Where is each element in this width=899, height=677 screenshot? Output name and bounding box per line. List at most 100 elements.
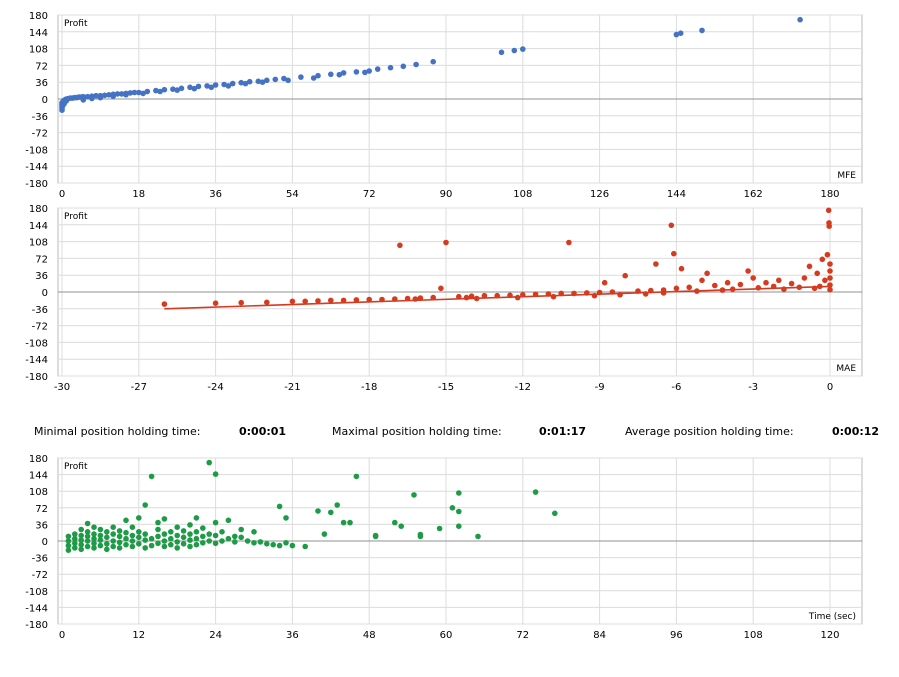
mae-point	[678, 265, 685, 272]
time-point	[91, 540, 97, 547]
time-point	[353, 473, 360, 480]
mae-point	[673, 285, 680, 292]
mae-point	[724, 279, 731, 286]
mae-point	[238, 299, 244, 306]
mae-point	[264, 299, 270, 306]
time-point	[65, 542, 72, 549]
mae-point	[366, 296, 373, 303]
time-point	[136, 534, 142, 541]
mfe-point	[161, 86, 168, 93]
mae-point	[750, 275, 756, 281]
mfe-point	[212, 82, 219, 88]
max-holding-time-value: 0:01:17	[539, 425, 587, 438]
time-point	[302, 543, 309, 550]
time-point	[161, 538, 168, 544]
time-point	[136, 515, 142, 521]
mae-point	[745, 268, 751, 274]
mfe-point	[63, 98, 70, 104]
mfe-point	[272, 76, 279, 83]
time-x-tick-label: 12	[132, 630, 145, 641]
time-axis-label: Time (sec)	[808, 612, 856, 622]
time-point	[91, 524, 97, 530]
mfe-point	[208, 84, 215, 91]
mfe-point	[677, 30, 684, 36]
mfe-point	[255, 78, 262, 85]
time-y-tick-label: 144	[29, 471, 48, 482]
mae-point	[668, 222, 675, 229]
mfe-point	[178, 85, 185, 92]
mfe-point	[84, 93, 91, 100]
time-point	[206, 538, 212, 544]
time-point	[97, 537, 104, 543]
mfe-point	[123, 92, 129, 98]
mfe-point	[106, 92, 112, 98]
time-point	[270, 541, 277, 548]
mae-x-tick-label: -15	[438, 382, 454, 393]
time-point	[168, 529, 174, 535]
time-x-tick-label: 24	[209, 630, 222, 641]
time-point	[200, 533, 206, 540]
mfe-point	[673, 31, 680, 38]
time-point	[155, 526, 161, 533]
mfe-point	[221, 81, 227, 88]
mae-y-tick-label: -72	[32, 322, 48, 333]
mfe-point	[97, 94, 104, 101]
mae-point	[737, 281, 744, 288]
time-x-tick-label: 120	[820, 630, 839, 641]
mfe-y-tick-label: 180	[29, 11, 48, 22]
mfe-point	[157, 88, 163, 95]
mfe-y-tick-label: -36	[32, 112, 48, 123]
time-y-tick-label: 36	[35, 520, 48, 531]
time-point	[392, 519, 398, 526]
time-point	[65, 538, 72, 544]
time-point	[123, 535, 129, 542]
mfe-point	[374, 66, 381, 72]
mae-point	[699, 277, 705, 284]
mae-point	[443, 239, 449, 246]
mfe-point	[281, 75, 287, 82]
mfe-y-tick-label: 0	[42, 95, 48, 106]
mfe-y-tick-label: 108	[29, 45, 48, 56]
time-point	[187, 537, 193, 543]
time-point	[187, 543, 193, 550]
time-point	[142, 502, 148, 508]
mfe-point	[118, 91, 125, 97]
time-point	[436, 525, 443, 532]
time-point	[116, 528, 123, 534]
mfe-corner-label: Profit	[64, 19, 88, 29]
mfe-point	[153, 87, 159, 94]
mae-point	[814, 270, 820, 277]
time-point	[91, 531, 97, 537]
mfe-y-tick-label: 144	[29, 28, 48, 39]
mfe-point	[93, 92, 99, 99]
time-point	[238, 526, 244, 533]
mfe-x-tick-label: 180	[820, 189, 839, 200]
time-point	[91, 545, 97, 551]
mfe-point	[246, 78, 253, 85]
time-point	[168, 541, 174, 548]
avg-holding-time-value: 0:00:12	[832, 425, 880, 438]
time-point	[283, 540, 289, 546]
time-point	[206, 531, 212, 537]
time-point	[251, 540, 257, 546]
time-point	[142, 531, 148, 537]
time-point	[200, 525, 206, 531]
mae-y-tick-label: -180	[25, 372, 48, 383]
time-point	[347, 519, 353, 526]
time-point	[321, 531, 328, 537]
mae-point	[776, 277, 782, 284]
time-point	[532, 489, 539, 495]
time-y-tick-label: -144	[25, 603, 48, 614]
mfe-point	[298, 74, 304, 80]
max-holding-time-label: Maximal position holding time:	[332, 425, 502, 438]
mfe-x-tick-label: 90	[440, 189, 453, 200]
time-point	[180, 534, 187, 541]
time-point	[180, 541, 187, 547]
mfe-x-tick-label: 108	[513, 189, 532, 200]
mae-y-tick-label: 180	[29, 204, 48, 215]
mfe-point	[242, 80, 249, 87]
time-point	[129, 524, 136, 530]
mfe-point	[362, 69, 368, 76]
time-point	[456, 523, 462, 529]
